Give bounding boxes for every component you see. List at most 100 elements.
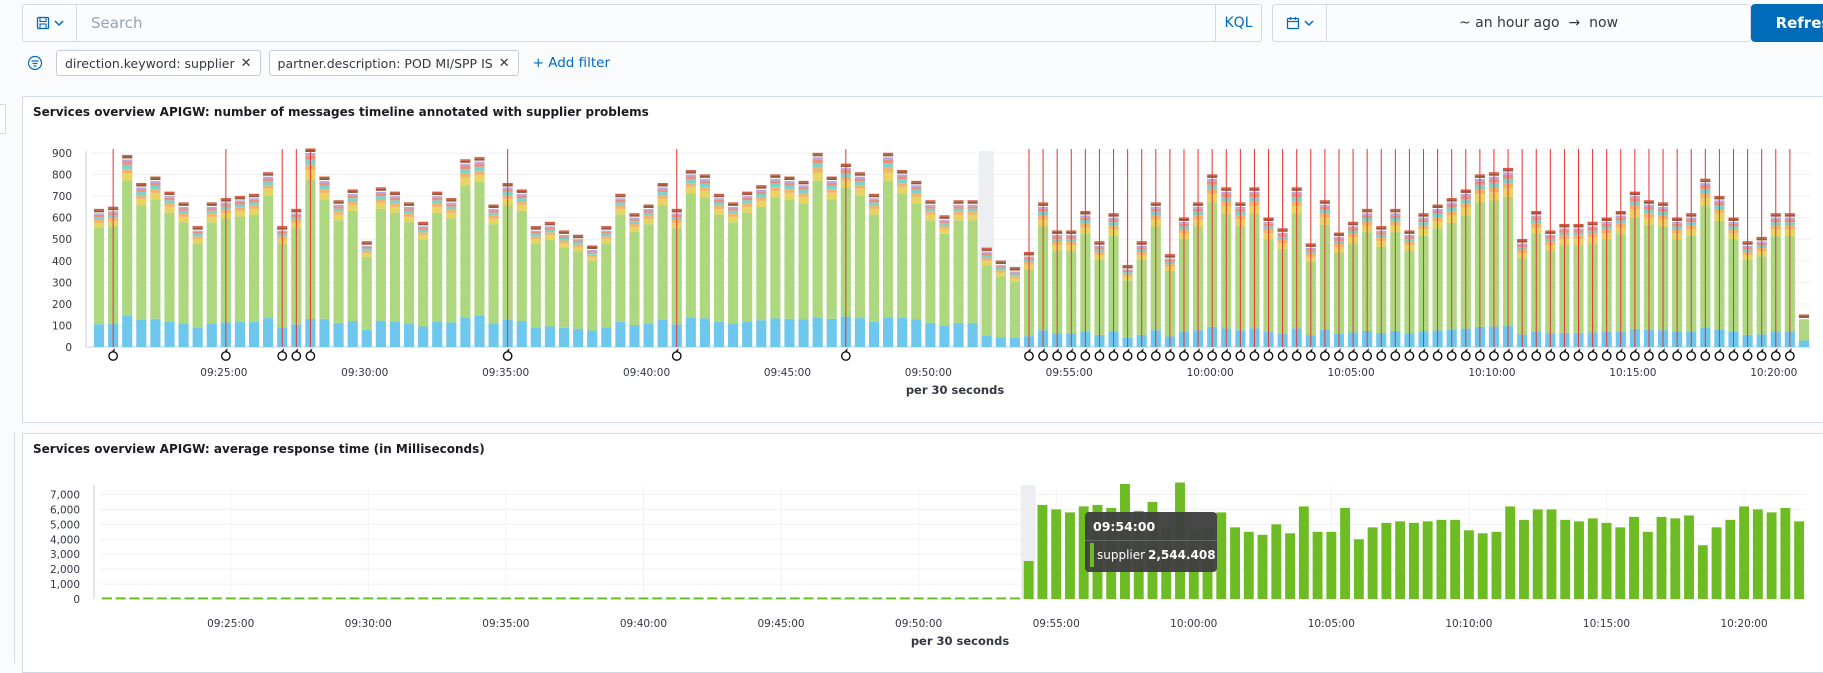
bar: [1381, 523, 1391, 599]
bar: [721, 597, 731, 599]
bar: [487, 597, 497, 599]
bar: [1739, 506, 1749, 599]
bar: [322, 597, 332, 599]
bars: [102, 483, 1804, 600]
bar: [1794, 521, 1804, 599]
bar: [707, 597, 717, 599]
bar: [1560, 520, 1570, 599]
bar: [900, 597, 910, 599]
y-tick-label: 1,000: [50, 579, 80, 591]
bar: [1409, 523, 1419, 599]
bar: [171, 597, 181, 599]
x-tick-label: 10:15:00: [1583, 618, 1630, 630]
bar: [583, 597, 593, 599]
bar: [1670, 518, 1680, 599]
bar: [184, 597, 194, 599]
bar: [1780, 508, 1790, 599]
bar: [886, 597, 896, 599]
x-tick-label: 09:30:00: [345, 618, 392, 630]
bar: [776, 597, 786, 599]
bar: [556, 597, 566, 599]
bar: [1574, 521, 1584, 599]
bar: [625, 597, 635, 599]
x-tick-label: 09:40:00: [620, 618, 667, 630]
bar: [1037, 505, 1047, 599]
chart-tooltip: 09:54:00 supplier 2,544.408: [1085, 512, 1217, 572]
bar: [597, 597, 607, 599]
bar: [1244, 532, 1254, 599]
x-tick-label: 09:55:00: [1033, 618, 1080, 630]
tooltip-series-swatch: [1090, 543, 1094, 567]
bar: [694, 597, 704, 599]
tooltip-time: 09:54:00: [1093, 519, 1155, 534]
bar: [1464, 530, 1474, 599]
x-tick-label: 10:10:00: [1445, 618, 1492, 630]
bar: [129, 597, 139, 599]
bar: [1505, 506, 1515, 599]
bar: [198, 597, 208, 599]
bar: [1436, 520, 1446, 599]
bar: [1725, 520, 1735, 599]
bar: [982, 597, 992, 599]
bar: [405, 597, 415, 599]
bar: [1230, 527, 1240, 599]
bar: [1712, 527, 1722, 599]
bar: [212, 597, 222, 599]
y-tick-label: 0: [73, 594, 80, 606]
bar: [473, 597, 483, 599]
bar: [1698, 545, 1708, 599]
bar: [1615, 527, 1625, 599]
bar: [804, 597, 814, 599]
bar: [749, 597, 759, 599]
bar: [102, 597, 112, 599]
tooltip-divider: [1085, 540, 1217, 541]
bar: [1258, 535, 1268, 599]
bar: [253, 597, 263, 599]
bar: [1285, 533, 1295, 599]
bar: [845, 597, 855, 599]
bar: [1547, 509, 1557, 599]
bar: [955, 597, 965, 599]
bar: [1368, 527, 1378, 599]
y-tick-label: 3,000: [50, 549, 80, 561]
bar: [501, 597, 511, 599]
bar: [1216, 512, 1226, 599]
bar: [1354, 539, 1364, 599]
y-tick-label: 6,000: [50, 504, 80, 516]
y-tick-label: 2,000: [50, 564, 80, 576]
bar: [157, 597, 167, 599]
bar: [363, 597, 373, 599]
bar: [1010, 597, 1020, 599]
bar: [418, 597, 428, 599]
bar: [391, 597, 401, 599]
bar: [116, 597, 126, 599]
bar: [1602, 523, 1612, 599]
x-tick-label: 09:45:00: [757, 618, 804, 630]
bar: [226, 597, 236, 599]
y-tick-label: 4,000: [50, 534, 80, 546]
bar: [666, 597, 676, 599]
bar: [460, 597, 470, 599]
bar: [817, 597, 827, 599]
bar: [1051, 509, 1061, 599]
bar: [1533, 509, 1543, 599]
tooltip-series-name: supplier: [1097, 548, 1145, 562]
bar: [638, 597, 648, 599]
x-tick-label: 09:50:00: [895, 618, 942, 630]
bar: [240, 597, 250, 599]
bar: [1767, 512, 1777, 599]
bar: [1491, 532, 1501, 599]
bar: [1588, 518, 1598, 599]
bar: [515, 597, 525, 599]
bar: [859, 597, 869, 599]
bar: [1271, 524, 1281, 599]
bar: [1478, 533, 1488, 599]
bar: [1024, 561, 1034, 599]
bar: [762, 597, 772, 599]
bar: [872, 597, 882, 599]
bar: [1395, 521, 1405, 599]
x-tick-label: 10:00:00: [1170, 618, 1217, 630]
x-tick-label: 10:20:00: [1721, 618, 1768, 630]
bar: [611, 597, 621, 599]
